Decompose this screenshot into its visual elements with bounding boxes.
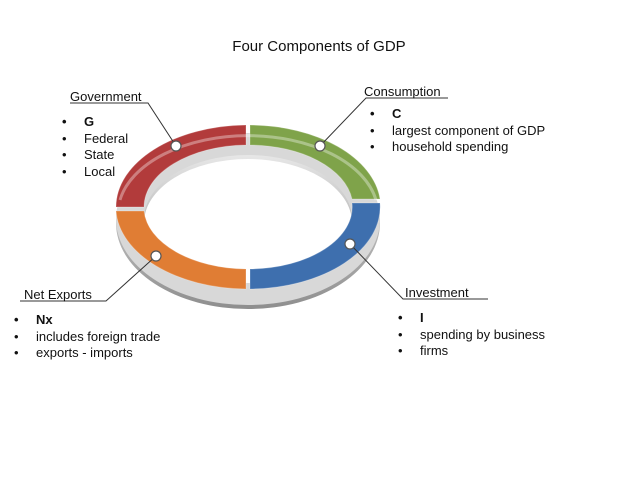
consumption-leader [319,97,448,147]
consumption-label: Consumption [364,84,441,99]
government-list: G Federal State Local [62,114,128,180]
government-item: Federal [62,131,128,148]
consumption-item: largest component of GDP [370,123,545,140]
government-item: Local [62,164,128,181]
consumption-item: household spending [370,139,545,156]
net-exports-leader [20,255,157,302]
government-item: G [62,114,128,131]
investment-segment [249,202,381,290]
consumption-dot [314,140,326,152]
investment-list: I spending by business firms [398,310,545,360]
net-exports-item: Nx [14,312,160,329]
investment-leader [349,243,488,300]
diagram-title: Four Components of GDP [232,38,406,55]
government-item: State [62,147,128,164]
leader-lines [20,97,488,302]
consumption-item: C [370,106,545,123]
net-exports-segment [115,210,247,290]
investment-label: Investment [405,285,469,300]
ring-highlight [118,134,378,201]
net-exports-label: Net Exports [24,287,92,302]
investment-item: spending by business [398,327,545,344]
government-label: Government [70,89,142,104]
government-leader [70,102,177,147]
consumption-list: C largest component of GDP household spe… [370,106,545,156]
net-exports-dot [150,250,162,262]
investment-item: I [398,310,545,327]
government-segment [115,124,247,208]
government-dot [170,140,182,152]
investment-dot [344,238,356,250]
net-exports-item: exports - imports [14,345,160,362]
net-exports-list: Nx includes foreign trade exports - impo… [14,312,160,362]
consumption-segment [249,124,381,200]
net-exports-item: includes foreign trade [14,329,160,346]
investment-item: firms [398,343,545,360]
